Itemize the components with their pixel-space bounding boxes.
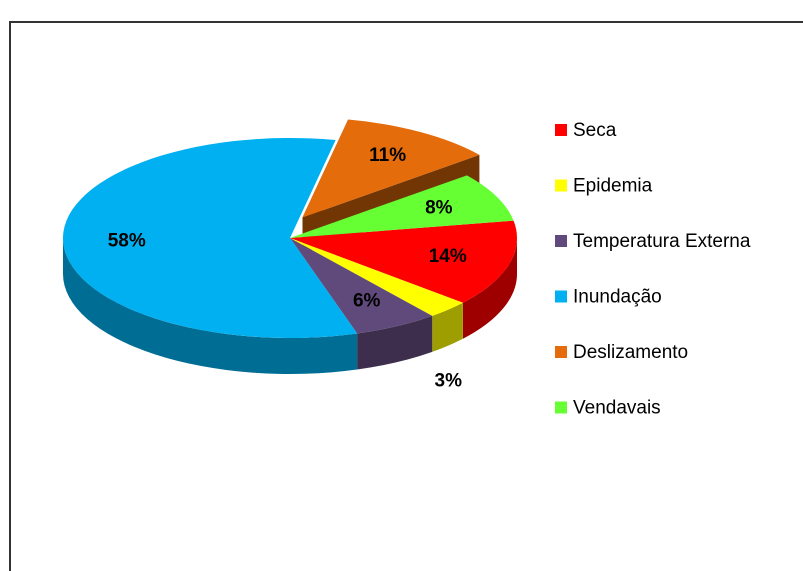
- slice-side: [63, 238, 358, 374]
- legend-label: Inundação: [573, 287, 662, 308]
- legend-label: Temperatura Externa: [573, 231, 751, 252]
- slice: [290, 220, 517, 303]
- legend-swatch: [555, 346, 567, 358]
- legend-label: Vendavais: [573, 398, 661, 419]
- legend-label: Epidemia: [573, 176, 653, 197]
- slice: [302, 119, 480, 218]
- legend-swatch: [555, 179, 567, 192]
- slice: [290, 175, 514, 238]
- legend-label: Seca: [573, 120, 617, 141]
- slice-side: [432, 302, 463, 352]
- slice-side: [462, 238, 517, 339]
- data-label: 6%: [353, 291, 381, 312]
- slice: [62, 138, 358, 338]
- legend-swatch: [555, 124, 567, 136]
- data-label: 3%: [435, 371, 463, 392]
- slice: [290, 238, 463, 316]
- data-label: 14%: [429, 246, 467, 267]
- slice-side: [357, 315, 433, 370]
- legend-label: Deslizamento: [573, 342, 688, 363]
- data-label: 11%: [369, 145, 406, 166]
- data-label: 8%: [425, 197, 453, 218]
- legend-swatch: [555, 401, 567, 414]
- data-label: 58%: [108, 231, 146, 252]
- legend-swatch: [555, 290, 567, 303]
- legend-swatch: [555, 235, 567, 247]
- slice: [290, 238, 433, 334]
